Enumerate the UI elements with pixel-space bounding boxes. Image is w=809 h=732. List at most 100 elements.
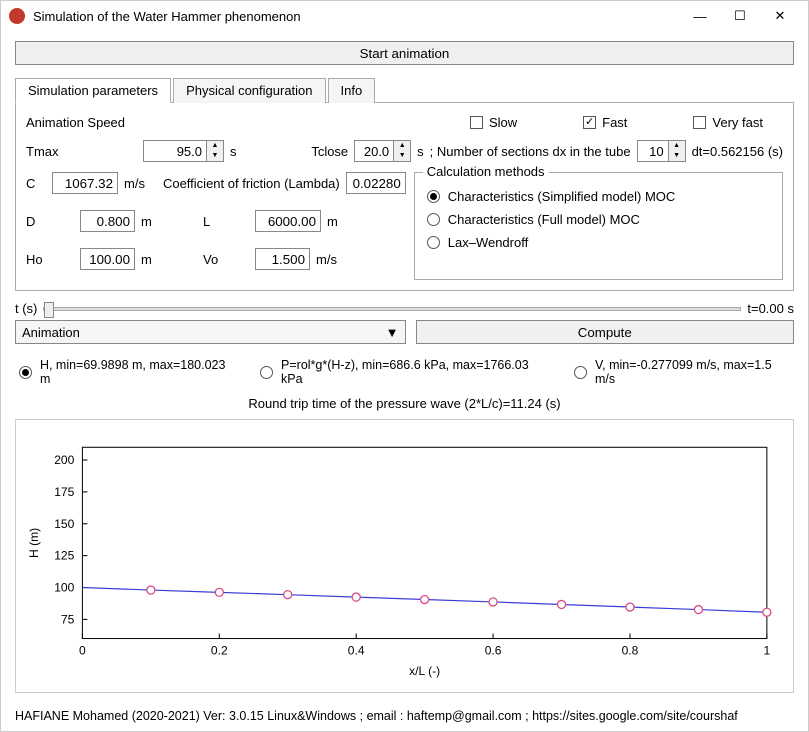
ho-unit: m bbox=[141, 252, 161, 267]
c-input[interactable] bbox=[52, 172, 118, 194]
svg-text:0: 0 bbox=[79, 644, 86, 658]
vo-input[interactable] bbox=[255, 248, 310, 270]
animation-combo[interactable]: Animation ▼ bbox=[15, 320, 406, 344]
slow-checkbox[interactable]: Slow bbox=[470, 115, 517, 130]
down-arrow-icon[interactable]: ▼ bbox=[207, 151, 223, 161]
svg-text:H (m): H (m) bbox=[27, 528, 41, 558]
radio-icon bbox=[574, 366, 587, 379]
fast-label: Fast bbox=[602, 115, 627, 130]
combo-value: Animation bbox=[22, 325, 80, 340]
checkbox-icon bbox=[693, 116, 706, 129]
svg-text:125: 125 bbox=[54, 549, 74, 563]
opt-p-label: P=rol*g*(H-z), min=686.6 kPa, max=1766.0… bbox=[281, 358, 552, 386]
tab-physical-configuration[interactable]: Physical configuration bbox=[173, 78, 325, 103]
opt-v[interactable]: V, min=-0.277099 m/s, max=1.5 m/s bbox=[574, 358, 794, 386]
tmax-spinner[interactable]: ▲▼ bbox=[143, 140, 224, 162]
tab-info[interactable]: Info bbox=[328, 78, 376, 103]
compute-button[interactable]: Compute bbox=[416, 320, 795, 344]
l-unit: m bbox=[327, 214, 338, 229]
svg-text:100: 100 bbox=[54, 581, 74, 595]
footer-text: HAFIANE Mohamed (2020-2021) Ver: 3.0.15 … bbox=[1, 703, 808, 731]
tmax-unit: s bbox=[230, 144, 237, 159]
calc-legend: Calculation methods bbox=[423, 164, 549, 179]
down-arrow-icon[interactable]: ▼ bbox=[394, 151, 410, 161]
svg-text:0.4: 0.4 bbox=[348, 644, 365, 658]
opt-v-label: V, min=-0.277099 m/s, max=1.5 m/s bbox=[595, 358, 794, 386]
svg-text:0.2: 0.2 bbox=[211, 644, 228, 658]
slider-thumb-icon[interactable] bbox=[44, 302, 54, 318]
tclose-unit: s bbox=[417, 144, 424, 159]
up-arrow-icon[interactable]: ▲ bbox=[394, 141, 410, 151]
svg-text:75: 75 bbox=[61, 612, 75, 626]
calc-m1-label: Characteristics (Full model) MOC bbox=[448, 212, 640, 227]
lambda-label: Coefficient of friction (Lambda) bbox=[163, 176, 340, 191]
line-chart: 75 100 125 150 175 200 0 0.2 0.4 0.6 0.8 1 x/L (-) H … bbox=[22, 428, 787, 688]
d-label: D bbox=[26, 214, 46, 229]
tmax-label: Tmax bbox=[26, 144, 76, 159]
l-label: L bbox=[203, 214, 223, 229]
svg-text:0.8: 0.8 bbox=[622, 644, 639, 658]
calc-method-simplified[interactable]: Characteristics (Simplified model) MOC bbox=[427, 189, 770, 204]
checkbox-icon bbox=[470, 116, 483, 129]
calc-method-lax[interactable]: Lax–Wendroff bbox=[427, 235, 770, 250]
close-button[interactable]: ✕ bbox=[760, 2, 800, 30]
ho-input[interactable] bbox=[80, 248, 135, 270]
roundtrip-label: Round trip time of the pressure wave (2*… bbox=[15, 396, 794, 411]
radio-icon bbox=[19, 366, 32, 379]
up-arrow-icon[interactable]: ▲ bbox=[207, 141, 223, 151]
sections-input[interactable] bbox=[638, 141, 668, 161]
svg-text:1: 1 bbox=[764, 644, 771, 658]
l-input[interactable] bbox=[255, 210, 321, 232]
checkbox-icon: ✓ bbox=[583, 116, 596, 129]
window-title: Simulation of the Water Hammer phenomeno… bbox=[33, 9, 680, 24]
svg-text:175: 175 bbox=[54, 485, 74, 499]
very-fast-checkbox[interactable]: Very fast bbox=[693, 115, 763, 130]
calc-m0-label: Characteristics (Simplified model) MOC bbox=[448, 189, 676, 204]
opt-h[interactable]: H, min=69.9898 m, max=180.023 m bbox=[19, 358, 238, 386]
c-label: C bbox=[26, 176, 46, 191]
start-animation-button[interactable]: Start animation bbox=[15, 41, 794, 65]
tclose-spinner[interactable]: ▲▼ bbox=[354, 140, 411, 162]
svg-text:0.6: 0.6 bbox=[485, 644, 502, 658]
radio-icon bbox=[260, 366, 273, 379]
calc-method-full[interactable]: Characteristics (Full model) MOC bbox=[427, 212, 770, 227]
chevron-down-icon: ▼ bbox=[386, 325, 399, 340]
time-label: t (s) bbox=[15, 301, 37, 316]
lambda-input[interactable] bbox=[346, 172, 406, 194]
animation-speed-label: Animation Speed bbox=[26, 115, 136, 130]
very-fast-label: Very fast bbox=[712, 115, 763, 130]
app-icon bbox=[9, 8, 25, 24]
time-readout: t=0.00 s bbox=[747, 301, 794, 316]
d-input[interactable] bbox=[80, 210, 135, 232]
chart-area: 75 100 125 150 175 200 0 0.2 0.4 0.6 0.8 1 x/L (-) H … bbox=[15, 419, 794, 693]
tclose-input[interactable] bbox=[355, 141, 393, 161]
svg-text:200: 200 bbox=[54, 453, 74, 467]
up-arrow-icon[interactable]: ▲ bbox=[669, 141, 685, 151]
d-unit: m bbox=[141, 214, 161, 229]
calculation-methods-group: Calculation methods Characteristics (Sim… bbox=[414, 172, 783, 280]
radio-icon bbox=[427, 236, 440, 249]
radio-icon bbox=[427, 190, 440, 203]
opt-h-label: H, min=69.9898 m, max=180.023 m bbox=[40, 358, 238, 386]
maximize-button[interactable]: ☐ bbox=[720, 2, 760, 30]
svg-text:150: 150 bbox=[54, 517, 74, 531]
c-unit: m/s bbox=[124, 176, 145, 191]
radio-icon bbox=[427, 213, 440, 226]
tmax-input[interactable] bbox=[144, 141, 206, 161]
ho-label: Ho bbox=[26, 252, 46, 267]
sections-label: ; Number of sections dx in the tube bbox=[430, 144, 631, 159]
calc-m2-label: Lax–Wendroff bbox=[448, 235, 528, 250]
fast-checkbox[interactable]: ✓ Fast bbox=[583, 115, 627, 130]
tclose-label: Tclose bbox=[311, 144, 348, 159]
tab-simulation-parameters[interactable]: Simulation parameters bbox=[15, 78, 171, 103]
vo-label: Vo bbox=[203, 252, 223, 267]
vo-unit: m/s bbox=[316, 252, 337, 267]
down-arrow-icon[interactable]: ▼ bbox=[669, 151, 685, 161]
time-slider[interactable] bbox=[43, 307, 741, 311]
opt-p[interactable]: P=rol*g*(H-z), min=686.6 kPa, max=1766.0… bbox=[260, 358, 552, 386]
svg-text:x/L (-): x/L (-) bbox=[409, 664, 440, 678]
sections-spinner[interactable]: ▲▼ bbox=[637, 140, 686, 162]
slow-label: Slow bbox=[489, 115, 517, 130]
minimize-button[interactable]: — bbox=[680, 2, 720, 30]
dt-label: dt=0.562156 (s) bbox=[692, 144, 783, 159]
